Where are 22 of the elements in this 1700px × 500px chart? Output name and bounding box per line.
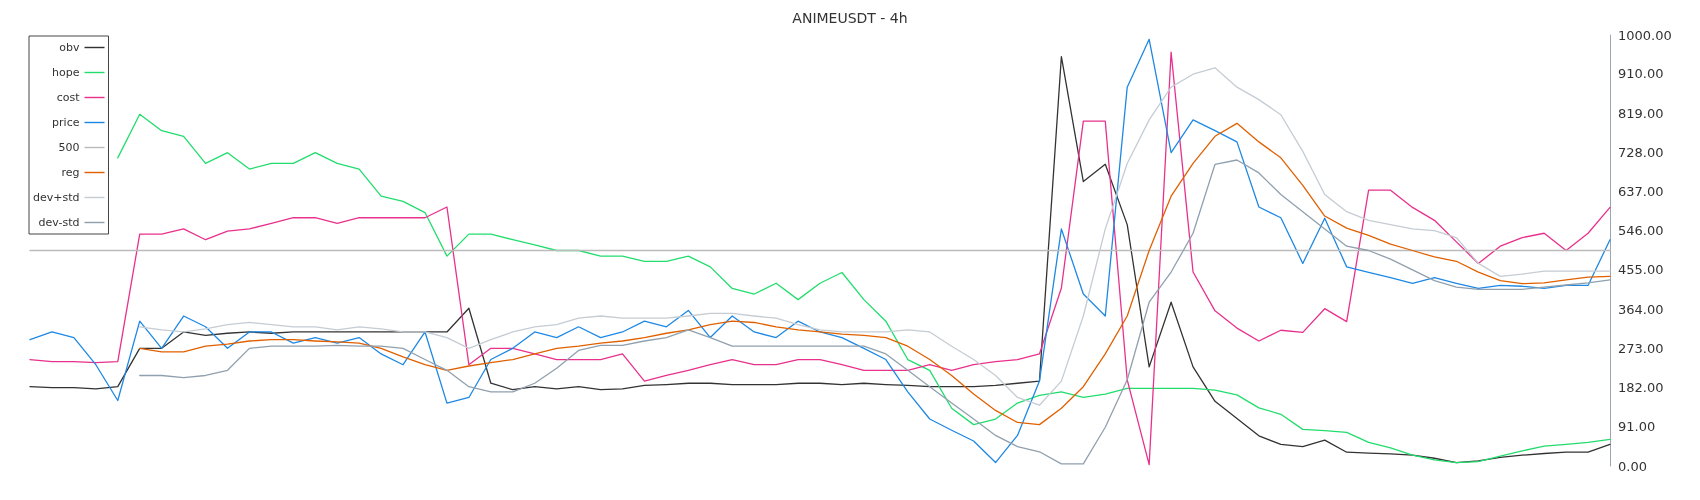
y-tick-label: 455.00 xyxy=(1618,262,1664,278)
y-tick-label: 91.00 xyxy=(1618,419,1656,435)
line-series xyxy=(139,67,1611,406)
y-tick-label: 182.00 xyxy=(1618,380,1664,396)
y-tick-label: 364.00 xyxy=(1618,301,1664,317)
y-tick-label: 273.00 xyxy=(1618,340,1664,356)
legend-label: obv xyxy=(59,41,80,54)
legend-label: reg xyxy=(61,166,80,179)
y-tick-label: 728.00 xyxy=(1618,144,1664,160)
y-tick-label: 546.00 xyxy=(1618,223,1664,239)
y-tick-label: 1000.00 xyxy=(1618,27,1672,43)
legend-label: cost xyxy=(56,91,81,104)
y-tick-label: 637.00 xyxy=(1618,183,1664,199)
legend-label: dev-std xyxy=(38,216,80,229)
chart-title: ANIMEUSDT - 4h xyxy=(792,10,908,26)
legend-label: 500 xyxy=(58,141,80,154)
legend-label: hope xyxy=(52,66,80,79)
y-tick-label: 0.00 xyxy=(1618,458,1647,474)
y-tick-label: 910.00 xyxy=(1618,66,1664,82)
legend-label: price xyxy=(52,116,80,129)
y-tick-label: 819.00 xyxy=(1618,105,1664,121)
legend-label: dev+std xyxy=(32,191,80,204)
